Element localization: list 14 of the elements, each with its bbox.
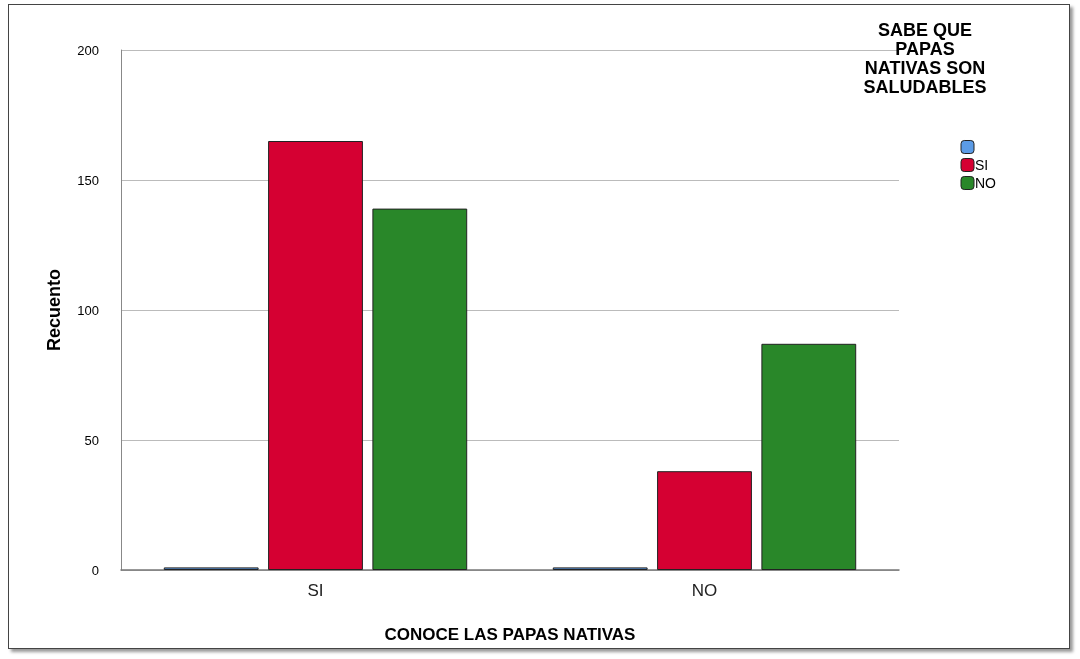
legend-label: NO <box>975 175 997 191</box>
bar <box>657 471 752 570</box>
y-tick-label: 150 <box>77 172 99 188</box>
y-tick-label: 200 <box>77 42 99 58</box>
y-tick-label: 0 <box>91 562 99 578</box>
legend-title: SABE QUE PAPAS NATIVAS SON SALUDABLES <box>863 19 987 97</box>
y-tick-label: 100 <box>77 302 99 318</box>
y-tick-label: 50 <box>84 432 99 448</box>
bar <box>761 343 857 570</box>
legend-label: SI <box>975 157 989 173</box>
bar <box>372 208 468 570</box>
y-axis-title: Recuento <box>44 268 64 352</box>
bar <box>268 141 363 570</box>
x-axis-title: CONOCE LAS PAPAS NATIVAS <box>384 625 636 644</box>
